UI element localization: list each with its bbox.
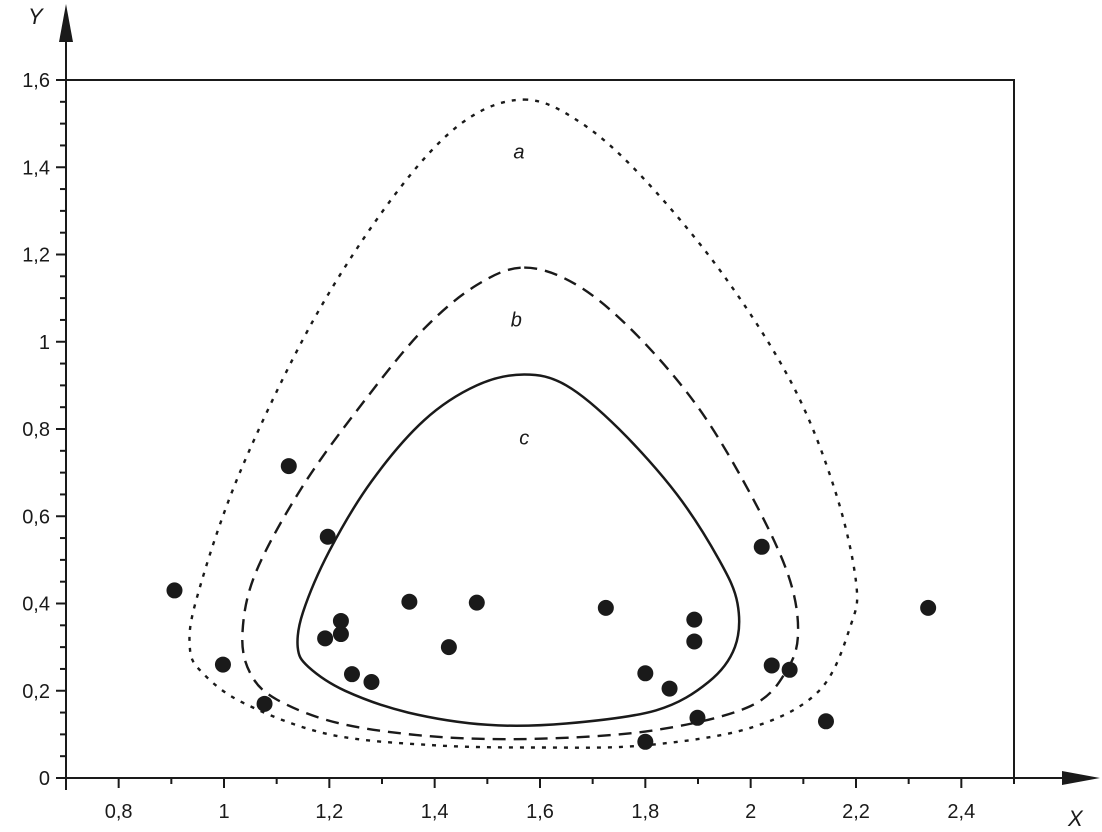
data-point	[468, 594, 485, 611]
y-tick-label: 1,4	[22, 157, 50, 179]
data-point	[753, 538, 770, 555]
x-tick-label: 1,8	[631, 801, 659, 823]
data-point	[920, 599, 937, 616]
data-point	[166, 582, 183, 599]
data-point	[401, 593, 418, 610]
data-point	[689, 709, 706, 726]
x-axis-arrow	[1062, 771, 1100, 785]
data-point	[661, 680, 678, 697]
data-point	[817, 713, 834, 730]
x-tick-label: 1,4	[421, 801, 449, 823]
y-tick-label: 0,2	[22, 681, 50, 703]
data-point	[686, 611, 703, 628]
x-tick-label: 1	[218, 801, 229, 823]
y-axis-arrow	[59, 4, 73, 42]
region-a-label: a	[513, 142, 524, 164]
y-axis-label: Y	[28, 4, 44, 29]
y-tick-label: 0	[39, 768, 50, 790]
data-point	[637, 665, 654, 682]
region-c-contour	[296, 373, 741, 728]
x-tick-label: 2,4	[947, 801, 975, 823]
data-point	[637, 733, 654, 750]
tick-marks	[56, 79, 1015, 788]
x-tick-label: 1,2	[315, 801, 343, 823]
data-point	[597, 599, 614, 616]
x-tick-label: 2,2	[842, 801, 870, 823]
y-tick-label: 1,2	[22, 245, 50, 267]
y-tick-label: 1	[39, 332, 50, 354]
data-point	[214, 656, 231, 673]
x-tick-label: 1,6	[526, 801, 554, 823]
x-tick-label: 0,8	[105, 801, 133, 823]
region-c-label: c	[519, 427, 529, 449]
region-b-label: b	[511, 309, 522, 331]
data-point	[280, 458, 297, 475]
data-point	[319, 528, 336, 545]
data-point	[256, 695, 273, 712]
confidence-regions	[188, 98, 859, 749]
region-b-contour	[241, 266, 800, 741]
data-point	[317, 630, 334, 647]
y-tick-label: 0,6	[22, 506, 50, 528]
x-axis-label: X	[1067, 806, 1084, 831]
data-point	[440, 639, 457, 656]
data-point	[781, 661, 798, 678]
plot-frame	[65, 79, 1015, 779]
data-points	[166, 458, 937, 750]
tick-labels: 0,8 1 1,2 1,4 1,6 1,8 2 2,2 2,4 0 0,2 0,4 0,6 0,8 1 1,2…	[22, 70, 975, 823]
data-point	[332, 612, 349, 629]
data-point	[763, 657, 780, 674]
y-tick-label: 0,4	[22, 594, 50, 616]
data-point	[686, 633, 703, 650]
y-tick-label: 1,6	[22, 70, 50, 92]
y-tick-label: 0,8	[22, 419, 50, 441]
data-point	[363, 674, 380, 691]
x-tick-label: 2	[745, 801, 756, 823]
data-point	[332, 626, 349, 643]
region-labels: a b c	[511, 142, 529, 450]
data-point	[343, 666, 360, 683]
